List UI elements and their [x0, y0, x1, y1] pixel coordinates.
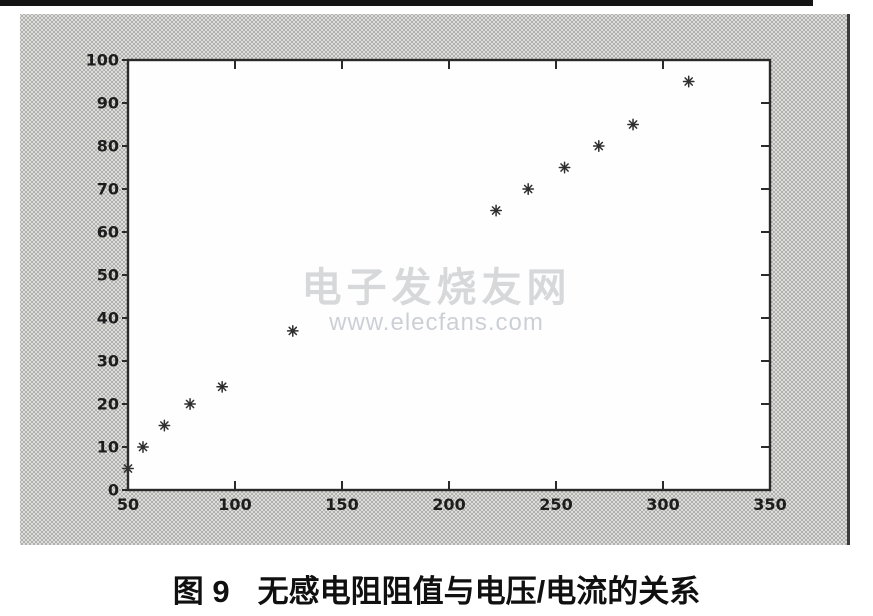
svg-text:70: 70 — [97, 180, 119, 199]
svg-text:250: 250 — [539, 495, 572, 514]
svg-text:80: 80 — [97, 137, 119, 156]
svg-text:40: 40 — [97, 309, 119, 328]
figure-caption: 图 9 无感电阻阻值与电压/电流的关系 — [0, 566, 873, 611]
figure-caption-text: 无感电阻阻值与电压/电流的关系 — [257, 574, 701, 609]
svg-text:350: 350 — [753, 495, 786, 514]
svg-text:10: 10 — [97, 438, 119, 457]
svg-text:50: 50 — [117, 495, 139, 514]
svg-text:200: 200 — [432, 495, 465, 514]
svg-text:30: 30 — [97, 352, 119, 371]
scan-edge-bar — [0, 0, 813, 6]
svg-text:150: 150 — [325, 495, 358, 514]
svg-text:0: 0 — [108, 481, 119, 500]
svg-text:50: 50 — [97, 266, 119, 285]
svg-text:20: 20 — [97, 395, 119, 414]
svg-text:90: 90 — [97, 94, 119, 113]
svg-text:300: 300 — [646, 495, 679, 514]
svg-text:60: 60 — [97, 223, 119, 242]
figure-number: 图 9 — [172, 574, 230, 609]
svg-text:100: 100 — [218, 495, 251, 514]
svg-text:100: 100 — [86, 51, 119, 70]
